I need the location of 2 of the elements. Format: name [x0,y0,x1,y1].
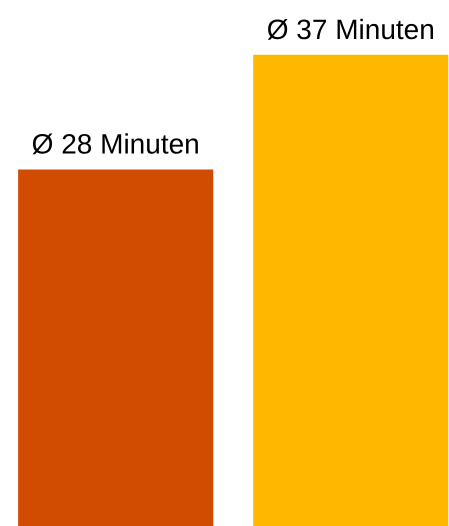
data-label: Ø 37 Minuten [266,14,435,45]
data-label: Ø 28 Minuten [32,128,200,160]
